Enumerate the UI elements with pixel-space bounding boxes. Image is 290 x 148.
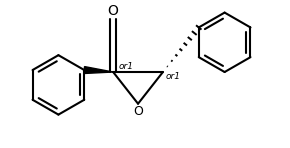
Polygon shape — [84, 67, 113, 74]
Text: or1: or1 — [118, 62, 133, 71]
Text: or1: or1 — [166, 73, 181, 81]
Text: O: O — [108, 4, 119, 18]
Text: O: O — [133, 105, 143, 118]
